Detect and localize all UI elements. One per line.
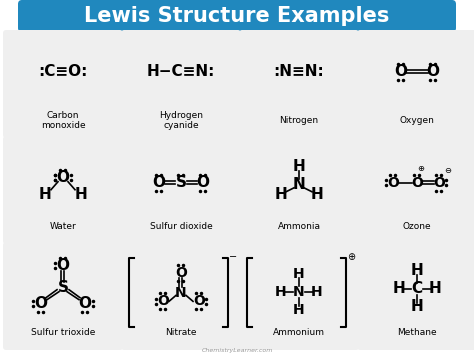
Text: Nitrogen: Nitrogen: [280, 116, 319, 125]
Text: Ozone: Ozone: [403, 222, 431, 231]
Text: H: H: [74, 187, 87, 202]
Text: H−C≡N:: H−C≡N:: [147, 64, 215, 79]
Text: O: O: [394, 64, 408, 79]
FancyBboxPatch shape: [239, 242, 359, 350]
FancyBboxPatch shape: [121, 30, 241, 138]
Text: N: N: [175, 286, 187, 300]
Text: H: H: [292, 159, 305, 174]
Text: O: O: [56, 258, 70, 273]
Text: Nitrate: Nitrate: [165, 328, 197, 337]
FancyBboxPatch shape: [357, 30, 474, 138]
Text: Sulfur dioxide: Sulfur dioxide: [150, 222, 212, 231]
Text: H: H: [311, 285, 323, 299]
Text: O: O: [56, 170, 70, 185]
Text: Ammonium: Ammonium: [273, 328, 325, 337]
FancyBboxPatch shape: [239, 30, 359, 138]
FancyBboxPatch shape: [121, 136, 241, 244]
Text: ChemistryLearner.com: ChemistryLearner.com: [201, 348, 273, 353]
FancyBboxPatch shape: [3, 136, 123, 244]
Text: O: O: [193, 294, 205, 308]
Text: :C≡O:: :C≡O:: [38, 64, 88, 79]
Text: H: H: [410, 263, 423, 278]
Text: Oxygen: Oxygen: [400, 116, 435, 125]
Text: H: H: [275, 285, 287, 299]
Text: ⊕: ⊕: [347, 252, 355, 262]
FancyBboxPatch shape: [239, 136, 359, 244]
Text: ⊖: ⊖: [445, 166, 452, 175]
Text: S: S: [175, 175, 186, 190]
Text: Sulfur trioxide: Sulfur trioxide: [31, 328, 95, 337]
FancyBboxPatch shape: [3, 30, 123, 138]
FancyBboxPatch shape: [18, 0, 456, 32]
FancyBboxPatch shape: [121, 242, 241, 350]
Text: O: O: [157, 294, 169, 308]
Text: O: O: [35, 296, 47, 311]
Text: C: C: [411, 281, 422, 296]
Text: O: O: [153, 175, 165, 190]
Text: O: O: [411, 176, 423, 190]
FancyBboxPatch shape: [3, 242, 123, 350]
Text: H: H: [428, 281, 441, 296]
Text: N: N: [292, 177, 305, 192]
Text: S: S: [57, 280, 69, 295]
FancyBboxPatch shape: [357, 136, 474, 244]
Text: Water: Water: [50, 222, 76, 231]
Text: Hydrogen
cyanide: Hydrogen cyanide: [159, 111, 203, 130]
Text: N: N: [293, 285, 305, 299]
Text: Ammonia: Ammonia: [277, 222, 320, 231]
Text: H: H: [274, 187, 287, 202]
Text: H: H: [310, 187, 323, 202]
Text: H: H: [293, 303, 305, 317]
Text: O: O: [175, 266, 187, 280]
Text: O: O: [387, 176, 399, 190]
Text: O: O: [433, 176, 445, 190]
FancyBboxPatch shape: [357, 242, 474, 350]
Text: Methane: Methane: [397, 328, 437, 337]
Text: Carbon
monoxide: Carbon monoxide: [41, 111, 85, 130]
Text: ⊕: ⊕: [418, 164, 425, 173]
Text: −: −: [229, 252, 237, 262]
Text: O: O: [427, 64, 439, 79]
Text: H: H: [410, 299, 423, 314]
Text: O: O: [79, 296, 91, 311]
Text: H: H: [38, 187, 51, 202]
Text: :N≡N:: :N≡N:: [273, 64, 324, 79]
Text: H: H: [293, 267, 305, 281]
Text: O: O: [197, 175, 210, 190]
Text: H: H: [392, 281, 405, 296]
Text: Lewis Structure Examples: Lewis Structure Examples: [84, 6, 390, 26]
